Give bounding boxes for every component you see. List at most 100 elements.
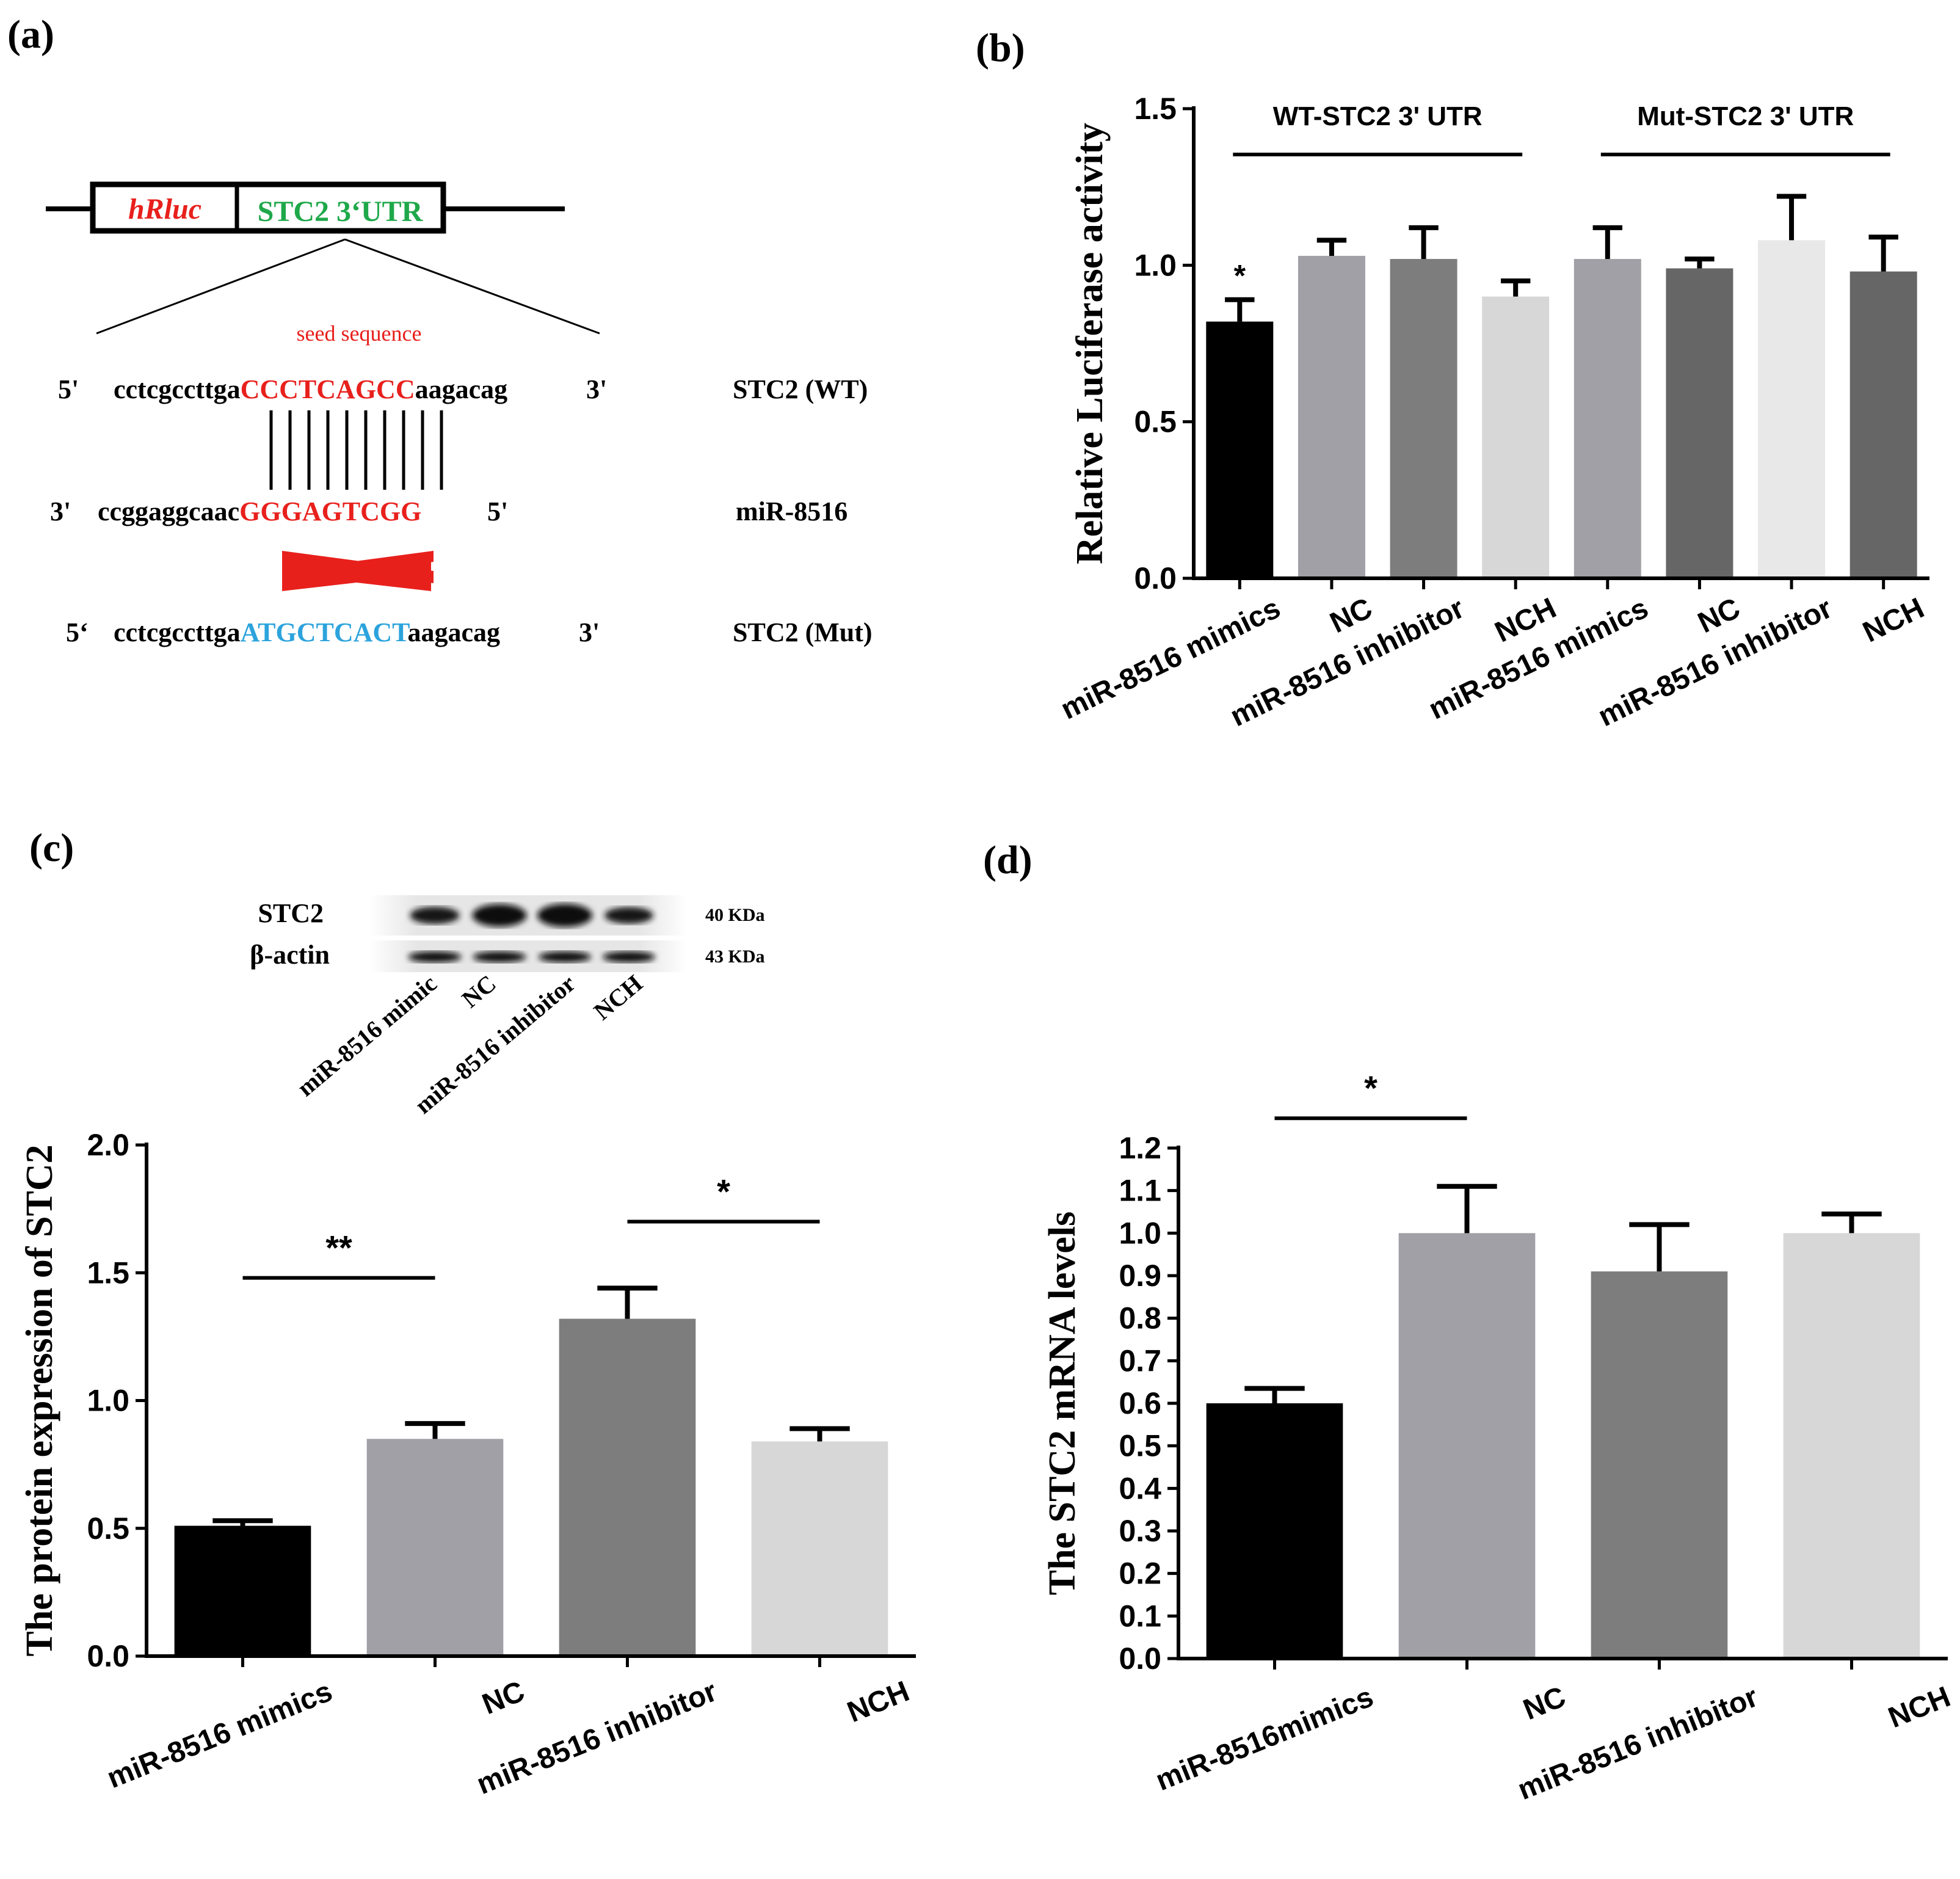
y-axis-title: Relative Luciferase activity: [1069, 123, 1111, 564]
x-category-label: NC: [477, 1675, 529, 1721]
blot-band: [603, 951, 655, 962]
panel-label-b: (b): [976, 26, 1025, 70]
mut-seq-right: aagacag: [407, 617, 500, 647]
blot-band: [539, 951, 591, 962]
y-tick-label: 0.3: [1119, 1514, 1161, 1548]
mir-5prime: 5': [487, 496, 508, 526]
panel-label-c: (c): [29, 826, 74, 870]
chart-mrna-levels: 0.0 0.1 0.2 0.3 0.4 0.5 0.6 0.7 0.8 0.9 1.0 1.1 1.2 m…: [1042, 1069, 1955, 1806]
y-tick-label: 1.1: [1119, 1174, 1161, 1208]
bar: [559, 1318, 696, 1656]
wt-seq-right: aagacag: [415, 374, 508, 404]
blot-band: [410, 906, 460, 925]
construct-box: [90, 181, 446, 234]
blot-band: [472, 904, 527, 927]
y-tick-label: 1.5: [87, 1256, 129, 1290]
pairing-lines: [269, 410, 443, 490]
y-tick-label: 1.5: [1134, 92, 1177, 126]
bar: [1666, 268, 1733, 578]
y-tick-label: 1.0: [1119, 1216, 1161, 1250]
bar: [1783, 1233, 1920, 1659]
bar: [1398, 1233, 1536, 1659]
blot-size-stc2: 40 KDa: [705, 905, 765, 925]
bar: [1390, 259, 1457, 579]
y-tick-label: 2.0: [87, 1128, 129, 1162]
construct-hrluc-label: hRluc: [128, 193, 201, 225]
mir-sequence: ccggaggcaacGGGAGTCGG: [98, 496, 421, 526]
wt-5prime: 5': [58, 374, 79, 404]
wt-seq-seed: CCCTCAGCC: [241, 374, 415, 404]
x-category-label: NCH: [1858, 592, 1929, 649]
bar: [1298, 255, 1365, 578]
group-label: WT-STC2 3' UTR: [1273, 101, 1483, 131]
mut-name: STC2 (Mut): [733, 617, 873, 647]
bar: [1849, 271, 1917, 578]
y-tick-label: 0.0: [1134, 561, 1177, 595]
blot-lane-label: NC: [457, 969, 501, 1013]
blot-lane-label: miR-8516 mimic: [292, 969, 442, 1102]
x-category-label: NCH: [1884, 1681, 1955, 1734]
y-tick-label: 0.0: [87, 1639, 129, 1673]
mir-seq-left: ccggaggcaac: [98, 496, 239, 526]
panel-label-d: (d): [983, 838, 1033, 882]
y-tick-label: 0.8: [1119, 1301, 1161, 1336]
blot-band: [408, 951, 462, 962]
blot-label-actin: β-actin: [250, 940, 330, 970]
significance-star: **: [325, 1229, 352, 1267]
y-axis-title: The STC2 mRNA levels: [1042, 1212, 1083, 1596]
bar: [366, 1439, 504, 1656]
wt-3prime: 3': [586, 374, 607, 404]
mut-3prime: 3': [579, 617, 600, 647]
zoom-line-right: [344, 238, 600, 335]
x-category-label: miR-8516mimics: [1151, 1681, 1377, 1797]
wt-name: STC2 (WT): [733, 374, 868, 404]
mir-name: miR-8516: [736, 496, 848, 526]
zoom-line-left: [96, 238, 346, 335]
mut-5prime: 5‘: [66, 617, 89, 647]
wt-sequence: cctcgccttgaCCCTCAGCCaagacag: [114, 374, 507, 404]
y-tick-label: 0.5: [1119, 1429, 1161, 1463]
group-label: Mut-STC2 3' UTR: [1637, 101, 1854, 131]
construct-utr-label: STC2 3‘UTR: [258, 195, 424, 228]
blot-band: [604, 907, 653, 924]
y-tick-label: 0.2: [1119, 1557, 1161, 1591]
y-tick-label: 0.5: [1134, 405, 1177, 439]
seed-sequence-label: seed sequence: [297, 321, 422, 346]
y-axis-title: The protein expression of STC2: [19, 1144, 60, 1656]
y-tick-label: 0.9: [1119, 1259, 1161, 1293]
panel-label-a: (a): [7, 12, 54, 57]
blot-size-actin: 43 KDa: [705, 947, 765, 967]
mutation-x-icon: [282, 551, 434, 591]
bar: [1758, 240, 1826, 578]
y-tick-label: 0.7: [1119, 1343, 1161, 1378]
blot-band: [473, 951, 526, 962]
x-category-label: NC: [1693, 592, 1746, 639]
y-tick-label: 1.0: [1134, 248, 1177, 282]
panel-a-diagram: hRluc STC2 3‘UTR seed sequence 5' cctcgc…: [46, 181, 873, 647]
wt-seq-left: cctcgccttga: [114, 374, 241, 404]
significance-star: *: [1234, 259, 1246, 293]
blot-label-stc2: STC2: [258, 898, 324, 928]
mut-sequence: cctcgccttgaATGCTCACTaagacag: [114, 617, 500, 647]
significance-star: *: [717, 1172, 730, 1211]
mut-seq-left: cctcgccttga: [114, 617, 241, 647]
bar: [1591, 1271, 1728, 1659]
y-tick-label: 1.0: [87, 1384, 129, 1418]
bar: [174, 1525, 311, 1656]
x-category-label: NCH: [843, 1675, 913, 1729]
bar: [1206, 1403, 1343, 1659]
blot-lane-label: NCH: [589, 969, 648, 1025]
y-tick-label: 0.6: [1119, 1386, 1161, 1420]
bar: [1573, 259, 1641, 579]
mir-seq-seed: GGGAGTCGG: [239, 496, 421, 526]
mut-seq-mut: ATGCTCACT: [241, 617, 410, 647]
y-tick-label: 1.2: [1119, 1131, 1161, 1165]
western-blot: STC2 β-actin 40 KDa 43 KDa miR-8516 mimi…: [250, 895, 765, 1119]
significance-star: *: [1364, 1069, 1377, 1107]
blot-band: [537, 904, 592, 927]
x-category-label: NC: [1519, 1681, 1570, 1726]
